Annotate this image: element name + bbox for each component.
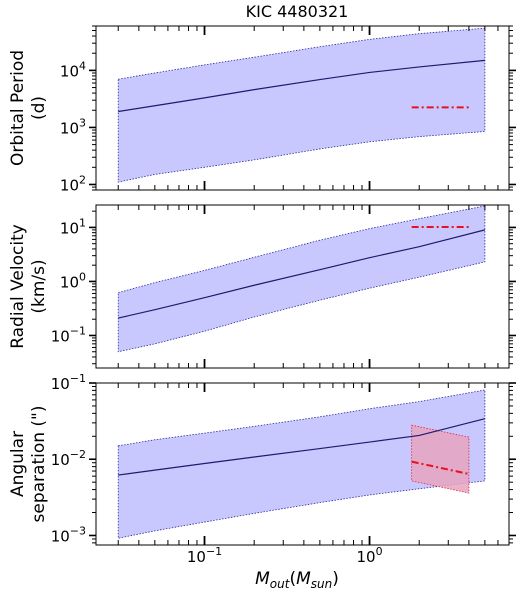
median-line xyxy=(118,59,485,113)
y-ticks xyxy=(89,25,516,191)
x-tick-labels: 10−1 100 xyxy=(187,545,383,566)
x-ticks xyxy=(117,383,510,545)
plot-area xyxy=(117,205,486,353)
x-axis-label: Mout(Msun) xyxy=(255,569,339,589)
chart-title: KIC 4480321 xyxy=(246,2,349,21)
plot-area xyxy=(117,389,486,539)
observed-band xyxy=(411,424,470,494)
plot-area xyxy=(117,27,486,183)
axes-frame xyxy=(95,382,510,546)
y-tick-label: 100 xyxy=(60,270,86,291)
model-band xyxy=(117,389,486,539)
panels: 102 103 104 Orbital Period(d) 10−1 100 101 Radi… xyxy=(8,25,516,566)
y-tick-label: 10−1 xyxy=(51,372,86,393)
y-tick-label: 101 xyxy=(60,216,86,237)
y-tick-label: 102 xyxy=(60,173,86,194)
x-tick-label: 10−1 xyxy=(187,545,222,566)
y-tick-label: 10−1 xyxy=(51,324,86,345)
median-line xyxy=(118,229,486,319)
y-ticks xyxy=(89,382,516,544)
panel-orbital-period: 102 103 104 Orbital Period(d) xyxy=(8,25,516,194)
y-tick-label: 104 xyxy=(60,59,86,80)
y-tick-label: 10−2 xyxy=(51,448,86,469)
model-band xyxy=(117,27,486,183)
y-axis-label: Angularseparation (") xyxy=(8,406,49,523)
y-axis-label: Radial Velocity(km/s) xyxy=(8,224,49,349)
x-tick-label: 100 xyxy=(356,545,382,566)
y-tick-label: 10−3 xyxy=(51,524,86,545)
observed-line xyxy=(411,460,470,475)
median-line xyxy=(118,418,486,476)
panel-radial-velocity: 10−1 100 101 Radial Velocity(km/s) xyxy=(8,204,516,369)
axes-frame xyxy=(95,25,510,191)
y-axis-label: Orbital Period(d) xyxy=(8,50,49,166)
x-ticks xyxy=(117,205,510,368)
y-ticks xyxy=(89,210,516,365)
x-ticks xyxy=(117,26,510,190)
model-band xyxy=(117,205,486,353)
y-tick-label: 103 xyxy=(60,116,86,137)
